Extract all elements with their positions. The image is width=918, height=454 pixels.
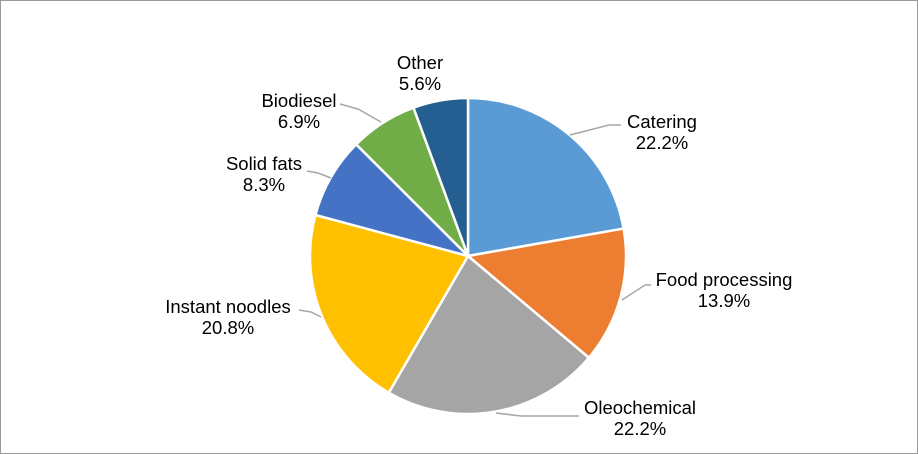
pie-slice-instant-noodles: [308, 213, 470, 394]
slice-label-text: Oleochemical: [583, 397, 697, 418]
slice-value-text: 20.8%: [201, 317, 255, 338]
leader-line-food-processing: [621, 284, 651, 301]
slice-value-text: 5.6%: [398, 73, 442, 94]
slice-label-catering: Catering 22.2%: [627, 111, 697, 153]
pie-slice-food-processing: [466, 227, 628, 359]
pie-slice-other: [412, 96, 470, 258]
slice-label-text: Instant noodles: [165, 296, 291, 317]
slice-label-instant-noodles: Instant noodles 20.8%: [165, 296, 290, 338]
slice-value-text: 22.2%: [613, 418, 667, 439]
slice-label-food-processing: Food processing 13.9%: [656, 269, 793, 311]
slice-label-text: Food processing: [655, 269, 793, 290]
slice-label-solid-fats: Solid fats 8.3%: [226, 153, 302, 195]
pie-slice-oleochemical: [387, 254, 591, 416]
slice-value-text: 13.9%: [697, 290, 751, 311]
slice-value-text: 8.3%: [242, 174, 286, 195]
slice-label-text: Other: [396, 52, 444, 73]
leader-line-oleochemical: [495, 412, 579, 417]
leader-line-catering: [569, 124, 621, 136]
slice-label-other: Other 5.6%: [397, 52, 443, 94]
slice-label-oleochemical: Oleochemical 22.2%: [584, 397, 696, 439]
slice-label-biodiesel: Biodiesel 6.9%: [261, 90, 336, 132]
leader-line-biodiesel: [339, 103, 382, 123]
leader-line-solid-fats: [306, 170, 332, 179]
slice-value-text: 6.9%: [277, 111, 321, 132]
slice-label-text: Catering: [627, 111, 697, 132]
slice-label-text: Biodiesel: [261, 90, 337, 111]
leader-line-instant-noodles: [298, 309, 322, 318]
slice-value-text: 22.2%: [635, 132, 689, 153]
slice-label-text: Solid fats: [225, 153, 303, 174]
pie-slice-catering: [466, 96, 625, 258]
